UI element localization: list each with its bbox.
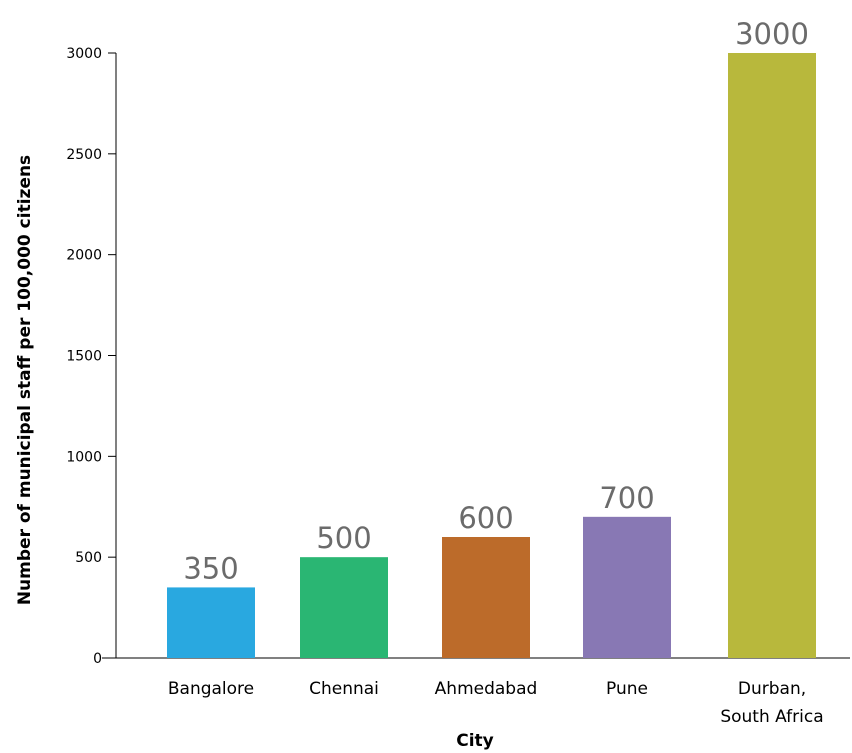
bar <box>300 557 388 658</box>
bar <box>442 537 530 658</box>
bar <box>167 587 255 658</box>
category-label: Ahmedabad <box>435 679 538 699</box>
y-tick-label: 0 <box>93 651 102 667</box>
bars-group <box>167 53 816 658</box>
y-tick-label: 1000 <box>66 449 102 465</box>
y-tick-label: 1500 <box>66 349 102 365</box>
x-axis-title: City <box>456 731 494 751</box>
data-label: 350 <box>183 551 238 585</box>
y-tick-label: 500 <box>75 550 102 566</box>
category-label: Durban, South Africa <box>720 679 823 727</box>
data-label: 600 <box>458 501 513 535</box>
y-tick-label: 2000 <box>66 248 102 264</box>
data-label: 500 <box>316 521 371 555</box>
y-axis-title: Number of municipal staff per 100,000 ci… <box>15 155 35 605</box>
category-labels-group: Bangalore Chennai Ahmedabad Pune Durban, Sout… <box>168 679 824 727</box>
data-labels-group: 350 500 600 700 3000 <box>183 17 809 585</box>
bar <box>728 53 816 658</box>
y-axis: 0 500 1000 1500 2000 2500 3000 <box>66 46 116 667</box>
category-label: Chennai <box>309 679 379 699</box>
y-tick-label: 3000 <box>66 46 102 62</box>
bar <box>583 517 671 658</box>
y-tick-label: 2500 <box>66 147 102 163</box>
category-label: Pune <box>606 679 648 699</box>
category-label: Bangalore <box>168 679 254 699</box>
data-label: 3000 <box>735 17 809 51</box>
data-label: 700 <box>599 481 654 515</box>
